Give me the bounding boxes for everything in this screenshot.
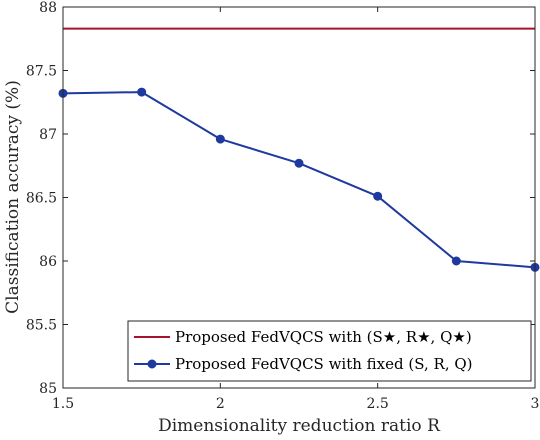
data-point [373, 191, 383, 201]
legend: Proposed FedVQCS with (S★, R★, Q★) Propo… [127, 320, 532, 382]
legend-label-fixed: Proposed FedVQCS with fixed (S, R, Q) [175, 355, 473, 373]
data-point [215, 134, 225, 144]
legend-box [127, 320, 532, 382]
data-point [294, 158, 304, 168]
y-tick-label: 86.5 [26, 191, 57, 207]
data-point [137, 87, 147, 97]
y-tick-label: 85 [39, 381, 57, 397]
legend-marker-fixed [147, 359, 157, 369]
y-tick-label: 86 [39, 254, 57, 270]
y-tick-label: 88 [39, 0, 57, 16]
y-tick-label: 87.5 [26, 64, 57, 80]
x-tick-label: 3 [531, 396, 540, 412]
y-axis-label: Classification accuracy (%) [3, 80, 23, 314]
legend-label-optimal: Proposed FedVQCS with (S★, R★, Q★) [175, 328, 472, 346]
x-axis-label: Dimensionality reduction ratio R [158, 416, 441, 436]
data-point [451, 256, 461, 266]
y-tick-label: 87 [39, 127, 57, 143]
x-tick-label: 1.5 [52, 396, 74, 412]
x-tick-label: 2.5 [367, 396, 389, 412]
ticks-layer: 1.5 2 2.5 3 85 85.5 86 86.5 87 87.5 88 [26, 0, 540, 412]
y-tick-label: 85.5 [26, 318, 57, 334]
x-tick-label: 2 [216, 396, 225, 412]
